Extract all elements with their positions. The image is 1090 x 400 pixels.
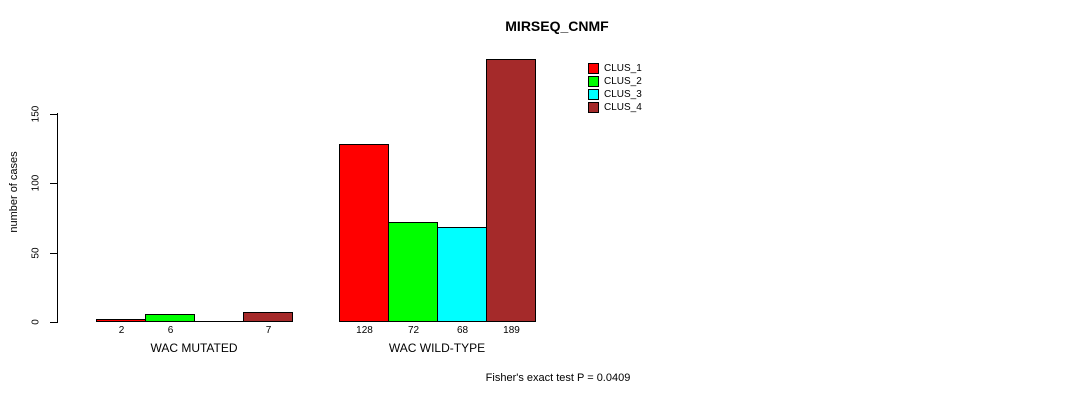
y-tick-label: 50 <box>30 247 42 259</box>
legend-label: CLUS_1 <box>604 62 642 74</box>
bar-clus-4-wac-mutated <box>243 312 293 322</box>
legend-item-clus-4: CLUS_4 <box>588 101 642 113</box>
y-tick-label: 150 <box>30 105 42 123</box>
bar-clus-3-wac-mutated-zero <box>194 321 244 322</box>
category-label-wac-wild-type: WAC WILD-TYPE <box>388 341 486 355</box>
bar-value-label: 189 <box>503 325 520 336</box>
bar-value-label: 68 <box>456 325 469 336</box>
bar-clus-2-wac-wild-type <box>388 222 438 322</box>
legend-swatch-clus-4 <box>588 101 599 113</box>
y-tick <box>50 183 57 184</box>
bar-value-label: 128 <box>356 325 373 336</box>
bar-clus-4-wac-wild-type <box>486 59 536 322</box>
bar-value-label: 7 <box>265 325 272 336</box>
bar-clus-1-wac-wild-type <box>339 144 389 322</box>
legend-item-clus-2: CLUS_2 <box>588 75 642 87</box>
legend-swatch-clus-3 <box>588 88 599 100</box>
bar-value-label: 72 <box>407 325 420 336</box>
bar-clus-1-wac-mutated <box>96 319 146 322</box>
chart-title: MIRSEQ_CNMF <box>505 18 609 34</box>
y-axis-line <box>57 113 58 323</box>
legend-item-clus-3: CLUS_3 <box>588 88 642 100</box>
fisher-test-annotation: Fisher's exact test P = 0.0409 <box>485 372 631 384</box>
legend-label: CLUS_4 <box>604 101 642 113</box>
legend: CLUS_1 CLUS_2 CLUS_3 CLUS_4 <box>588 62 642 114</box>
legend-swatch-clus-2 <box>588 75 599 87</box>
y-tick-label: 0 <box>30 319 42 325</box>
bar-clus-2-wac-mutated <box>145 314 195 322</box>
bar-value-label: 6 <box>167 325 174 336</box>
y-tick <box>50 253 57 254</box>
legend-label: CLUS_3 <box>604 88 642 100</box>
y-tick-label: 100 <box>30 174 42 192</box>
y-tick <box>50 114 57 115</box>
bar-value-label: 2 <box>118 325 125 336</box>
legend-swatch-clus-1 <box>588 62 599 74</box>
y-tick <box>50 322 57 323</box>
category-label-wac-mutated: WAC MUTATED <box>150 341 238 355</box>
bar-clus-3-wac-wild-type <box>437 227 487 322</box>
y-axis-label: number of cases <box>8 151 20 233</box>
legend-item-clus-1: CLUS_1 <box>588 62 642 74</box>
legend-label: CLUS_2 <box>604 75 642 87</box>
